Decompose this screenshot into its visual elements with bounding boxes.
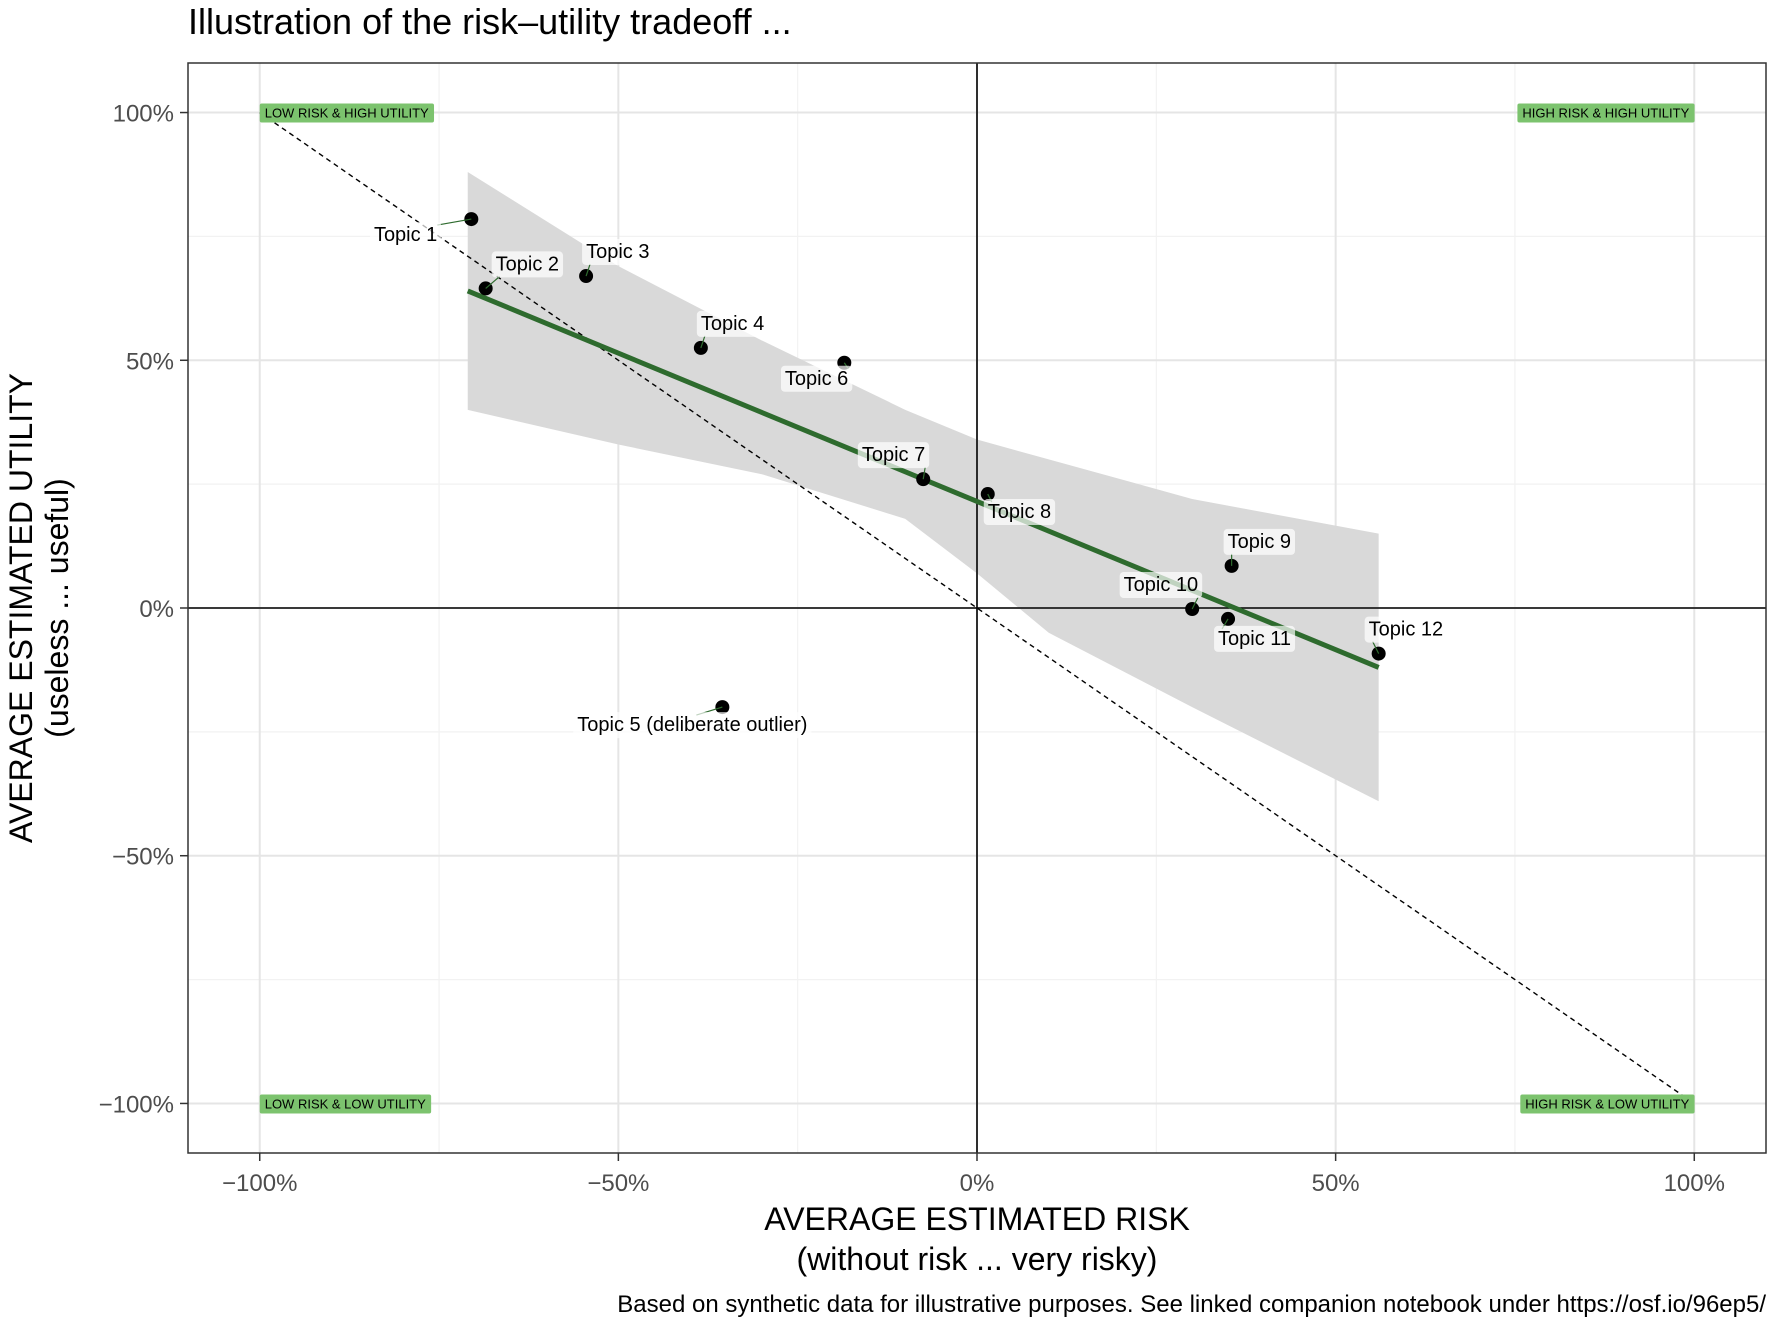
quadrant-label-3: LOW RISK & LOW UTILITY (265, 1096, 426, 1111)
quadrant-label-bg-1 (259, 103, 435, 123)
y-axis: 100% 50% 0% −50% −100% (99, 101, 188, 1118)
point-label-bg-8 (983, 499, 1056, 526)
point-label-3: Topic 3 (586, 241, 649, 263)
point-label-bg-7 (857, 442, 930, 469)
confidence-band (467, 172, 1379, 802)
quadrant-label-bg-4 (1520, 1094, 1695, 1114)
quadrant-label-2: HIGH RISK & HIGH UTILITY (1522, 106, 1689, 121)
point-label-bg-5 (573, 712, 812, 739)
point-label-8: Topic 8 (988, 501, 1051, 523)
y-tick-label-2: 0% (139, 596, 174, 623)
point-leader-4 (700, 335, 706, 349)
quadrant-label-bg-3 (259, 1094, 432, 1114)
quadrant-label-1: LOW RISK & HIGH UTILITY (265, 106, 429, 121)
point-label-bg-6 (780, 365, 853, 392)
point-label-12: Topic 12 (1369, 619, 1444, 641)
x-axis-title: AVERAGE ESTIMATED RISK (764, 1201, 1190, 1237)
y-tick-label-3: −50% (112, 844, 174, 871)
quadrant-labels-layer: LOW RISK & HIGH UTILITY HIGH RISK & HIGH … (259, 103, 1695, 1114)
point-label-4: Topic 4 (701, 313, 764, 335)
point-label-bg-2 (491, 251, 564, 278)
point-leader-3 (585, 263, 591, 277)
plot-panel: Topic 1 Topic 2 Topic 3 Topic 4 Topic 5 (del… (187, 62, 1767, 1154)
y-axis-title: AVERAGE ESTIMATED UTILITY (3, 373, 39, 843)
point-label-11: Topic 11 (1218, 628, 1291, 650)
point-labels-layer: Topic 1 Topic 2 Topic 3 Topic 4 Topic 5 (del… (369, 218, 1448, 739)
point-label-1: Topic 1 (374, 224, 437, 246)
point-leader-10 (1191, 596, 1199, 610)
point-label-7: Topic 7 (862, 444, 925, 466)
chart-title: Illustration of the risk–utility tradeof… (188, 1, 792, 42)
point-label-bg-10 (1119, 571, 1203, 598)
point-leader-7 (922, 467, 926, 480)
y-tick-label-4: −100% (99, 1091, 174, 1118)
x-tick-label-1: −50% (587, 1170, 649, 1197)
point-label-bg-3 (582, 239, 654, 266)
point-leader-2 (485, 275, 501, 289)
y-axis-subtitle: (useless ... useful) (39, 478, 75, 738)
point-label-bg-4 (696, 310, 769, 337)
x-tick-label-4: 100% (1664, 1170, 1725, 1197)
point-label-5: Topic 5 (deliberate outlier) (577, 714, 807, 736)
x-axis: −100% −50% 0% 50% 100% (222, 1153, 1725, 1197)
quadrant-label-4: HIGH RISK & LOW UTILITY (1525, 1096, 1689, 1111)
x-tick-label-2: 0% (960, 1170, 995, 1197)
x-tick-label-0: −100% (222, 1170, 297, 1197)
point-label-bg-12 (1364, 616, 1448, 643)
point-leader-12 (1372, 641, 1380, 654)
x-tick-label-3: 50% (1312, 1170, 1360, 1197)
point-label-bg-11 (1214, 625, 1296, 652)
y-tick-label-0: 100% (113, 101, 174, 128)
point-label-2: Topic 2 (496, 253, 559, 275)
zero-lines (188, 63, 1766, 1153)
point-label-bg-9 (1223, 528, 1296, 555)
quadrant-label-bg-2 (1517, 103, 1695, 123)
x-axis-subtitle: (without risk ... very risky) (797, 1241, 1158, 1277)
point-label-6: Topic 6 (785, 368, 848, 390)
chart-caption: Based on synthetic data for illustrative… (617, 1291, 1766, 1318)
point-leader-1 (437, 218, 472, 226)
confidence-band-layer (467, 172, 1379, 802)
point-label-10: Topic 10 (1124, 574, 1199, 596)
y-tick-label-1: 50% (126, 348, 174, 375)
point-label-bg-1 (369, 222, 442, 249)
point-label-9: Topic 9 (1228, 531, 1291, 553)
